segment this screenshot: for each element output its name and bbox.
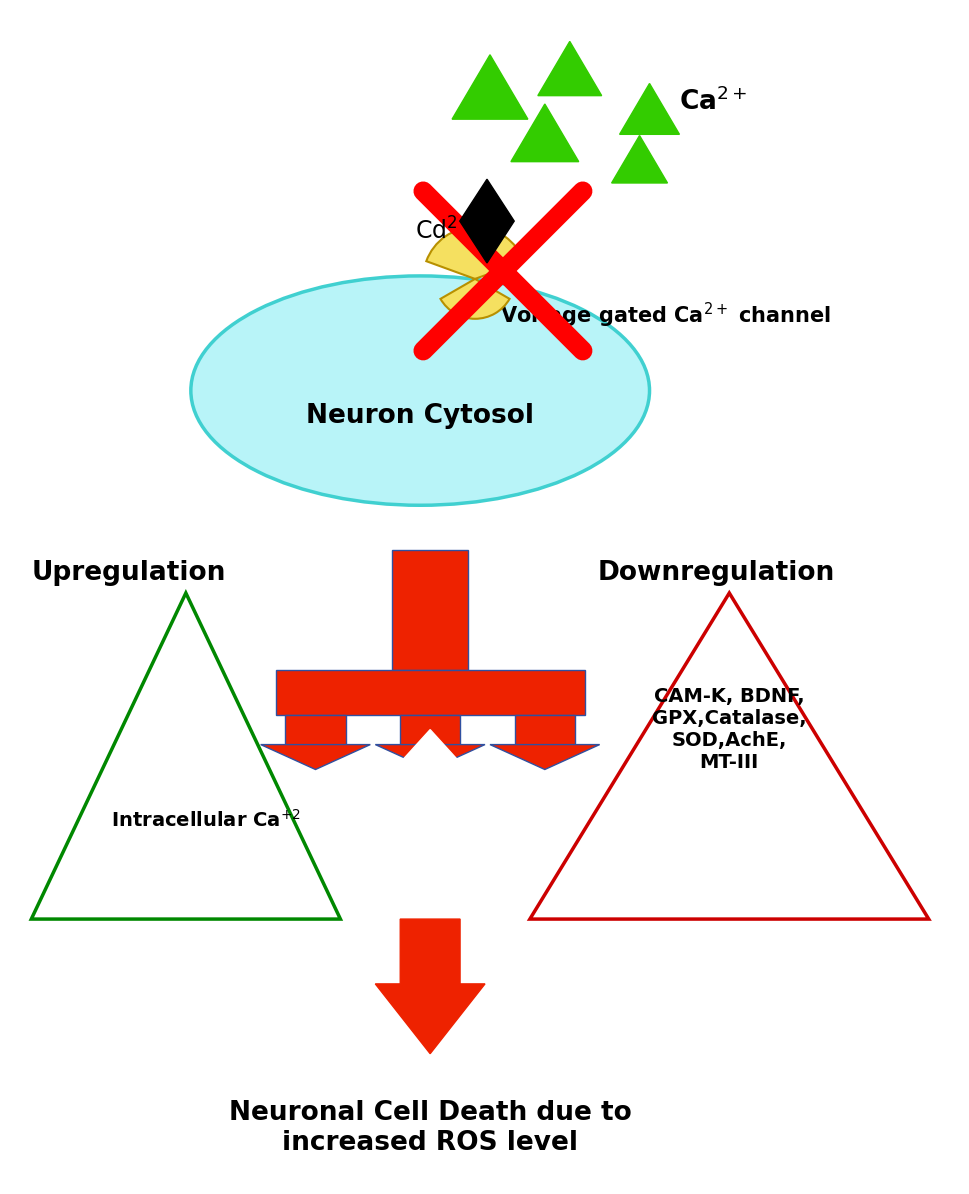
Polygon shape [285, 715, 346, 745]
Polygon shape [400, 715, 460, 745]
Polygon shape [392, 550, 468, 670]
Polygon shape [511, 104, 578, 161]
Polygon shape [490, 745, 600, 769]
Polygon shape [611, 136, 668, 183]
Polygon shape [453, 55, 528, 119]
Text: Ca$^{2+}$: Ca$^{2+}$ [679, 87, 748, 116]
Text: Upregulation: Upregulation [31, 560, 226, 586]
Polygon shape [515, 715, 576, 745]
Text: CAM-K, BDNF,
GPX,Catalase,
SOD,AchE,
MT-III: CAM-K, BDNF, GPX,Catalase, SOD,AchE, MT-… [652, 687, 806, 773]
Polygon shape [459, 179, 515, 263]
Wedge shape [441, 279, 510, 319]
Text: Neuron Cytosol: Neuron Cytosol [306, 402, 534, 429]
Polygon shape [261, 745, 370, 769]
FancyArrow shape [375, 919, 485, 1053]
Text: Downregulation: Downregulation [598, 560, 835, 586]
Text: Cd$^{2+}$: Cd$^{2+}$ [415, 217, 475, 245]
Ellipse shape [191, 276, 649, 505]
Polygon shape [530, 593, 928, 919]
Polygon shape [619, 84, 679, 135]
Polygon shape [538, 42, 602, 96]
Polygon shape [31, 593, 340, 919]
Text: Intracellular Ca$^{+2}$: Intracellular Ca$^{+2}$ [111, 808, 301, 830]
Wedge shape [426, 227, 524, 279]
Polygon shape [400, 730, 460, 795]
Text: Neuronal Cell Death due to
increased ROS level: Neuronal Cell Death due to increased ROS… [229, 1101, 632, 1157]
Text: Voltage gated Ca$^{2+}$ channel: Voltage gated Ca$^{2+}$ channel [500, 301, 830, 331]
Polygon shape [375, 745, 485, 769]
Polygon shape [275, 670, 584, 715]
